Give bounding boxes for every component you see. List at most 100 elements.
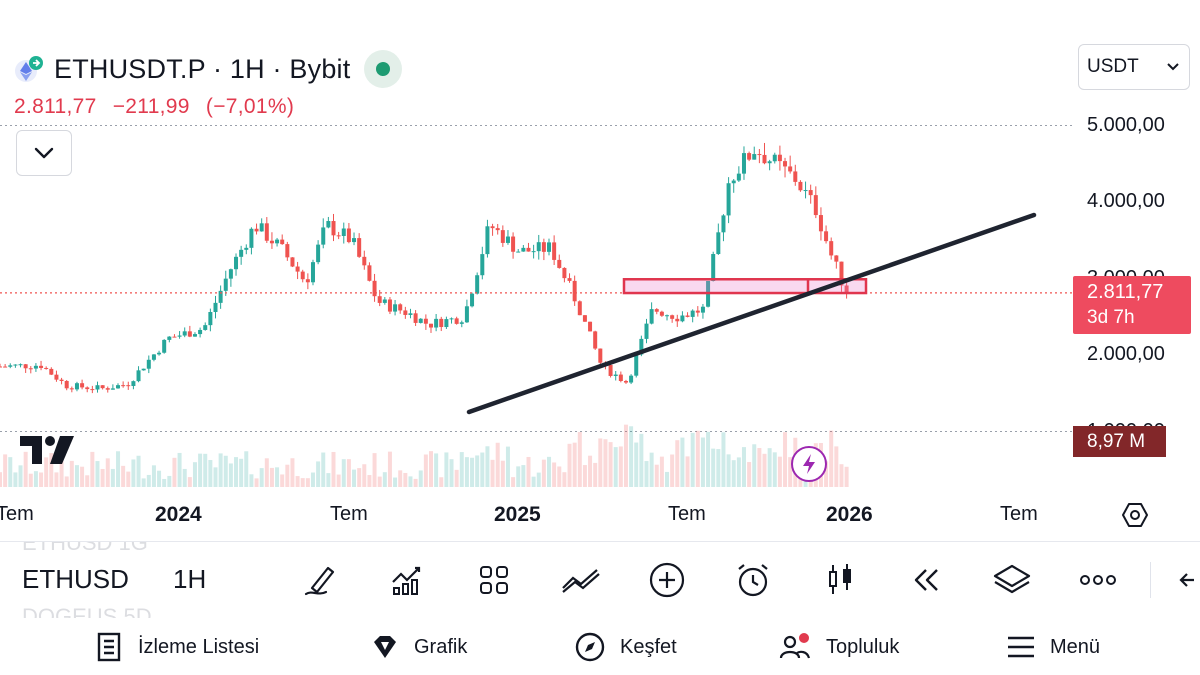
volume-bar xyxy=(126,471,131,487)
replay-button[interactable] xyxy=(904,558,948,602)
candle-body xyxy=(618,374,623,381)
tab-explore-label: Keşfet xyxy=(620,635,677,658)
last-price: 2.811,77 xyxy=(14,95,97,118)
candle-body xyxy=(577,301,582,316)
volume-bar xyxy=(470,457,475,487)
tab-explore[interactable]: Keşfet xyxy=(574,630,677,664)
back-button[interactable] xyxy=(1172,558,1200,602)
tab-community[interactable]: Topluluk xyxy=(778,630,899,664)
candle-body xyxy=(659,311,664,316)
layers-button[interactable] xyxy=(990,558,1034,602)
indicators-button[interactable] xyxy=(385,558,429,602)
volume-bar xyxy=(285,464,290,487)
volume-bar xyxy=(44,457,49,487)
volume-bar xyxy=(85,475,90,487)
volume-bar xyxy=(557,466,562,487)
volume-bar xyxy=(649,452,654,487)
time-axis-tick: 2025 xyxy=(494,503,541,526)
candle-body xyxy=(162,339,167,353)
more-button[interactable] xyxy=(1076,558,1120,602)
volume-bar xyxy=(752,444,757,487)
volume-bar xyxy=(762,453,767,487)
candle-body xyxy=(752,154,757,160)
volume-bar xyxy=(439,477,444,487)
layouts-button[interactable] xyxy=(472,558,516,602)
drawings[interactable] xyxy=(0,212,1072,415)
volume-bar xyxy=(8,457,13,487)
hamburger-icon xyxy=(1008,636,1034,658)
candle-body xyxy=(336,235,341,237)
candle-body xyxy=(418,318,423,323)
collapse-legend-button[interactable] xyxy=(16,130,72,176)
candle-body xyxy=(290,257,295,267)
candle-body xyxy=(49,368,54,375)
volume-bar xyxy=(234,457,239,487)
symbol-title[interactable]: ETHUSDT.P · 1H · Bybit xyxy=(54,53,351,84)
volume-bar xyxy=(110,468,115,487)
candle-body xyxy=(798,181,803,191)
volume-bar xyxy=(413,478,418,487)
alert-button[interactable] xyxy=(731,558,775,602)
volume-bar xyxy=(598,438,603,487)
rewind-icon xyxy=(914,569,938,591)
volume-bar xyxy=(844,466,849,487)
price-axis-tick: 5.000,00 xyxy=(1087,113,1165,136)
volume-bar xyxy=(428,451,433,487)
volume-bar xyxy=(726,454,731,487)
candle-body xyxy=(526,247,531,252)
interval-picker[interactable]: 1H xyxy=(173,564,207,594)
candle-body xyxy=(808,190,813,196)
volume-bar xyxy=(105,458,110,487)
symbol-line[interactable]: ETHUSDT.P · 1H · Bybit xyxy=(14,50,403,88)
chevron-down-icon xyxy=(34,147,54,159)
chart-settings-icon[interactable] xyxy=(1120,500,1150,530)
volume-bar xyxy=(336,474,341,487)
volume-bar xyxy=(239,458,244,487)
candle-body xyxy=(762,154,767,164)
currency-select[interactable]: USDT xyxy=(1078,44,1190,90)
chart-type-button[interactable] xyxy=(818,558,862,602)
volume-bar xyxy=(834,446,839,487)
chevron-down-icon xyxy=(1167,63,1179,71)
candle-body xyxy=(557,259,562,268)
candle-body xyxy=(95,385,100,390)
candle-body xyxy=(654,309,659,312)
candle-body xyxy=(69,388,74,390)
candle-body xyxy=(264,223,269,241)
candle-body xyxy=(254,228,259,232)
candle-body xyxy=(495,228,500,231)
candle-body xyxy=(131,381,136,387)
ghost-prev-symbol: ETHUSD 1G xyxy=(22,541,148,555)
candle-body xyxy=(403,310,408,315)
volume-bar xyxy=(54,472,59,487)
compare-button[interactable] xyxy=(559,558,603,602)
symbol-picker[interactable]: ETHUSD xyxy=(22,564,129,594)
volume-bar xyxy=(275,467,280,487)
volume-bar xyxy=(690,432,695,487)
candle-body xyxy=(23,364,28,369)
volume-bar xyxy=(444,452,449,487)
candle-body xyxy=(521,247,526,252)
candle-body xyxy=(824,231,829,242)
volume-bar xyxy=(700,437,705,487)
candle-body xyxy=(464,306,469,323)
time-axis-tick: Tem xyxy=(0,503,34,525)
tab-menu[interactable]: Menü xyxy=(1006,630,1100,664)
candle-body xyxy=(377,296,382,303)
volume-bar xyxy=(747,462,752,487)
candle-body xyxy=(552,242,557,260)
candle-body xyxy=(80,383,85,388)
volume-bar xyxy=(218,453,223,487)
drawing-tool-button[interactable] xyxy=(298,558,342,602)
candle-body xyxy=(157,352,162,355)
price-change: −211,99 xyxy=(112,95,190,118)
tab-chart[interactable]: Grafik xyxy=(370,630,467,664)
tab-watchlist[interactable]: İzleme Listesi xyxy=(96,630,259,664)
grid-icon xyxy=(480,566,508,594)
add-button[interactable] xyxy=(645,558,689,602)
lightning-icon[interactable] xyxy=(791,446,827,482)
price-chart[interactable] xyxy=(0,0,1200,540)
volume-bar xyxy=(321,452,326,487)
volume-bar xyxy=(136,455,141,487)
bottom-tab-bar: İzleme Listesi Grafik Keşfet Topluluk Me… xyxy=(0,618,1200,675)
